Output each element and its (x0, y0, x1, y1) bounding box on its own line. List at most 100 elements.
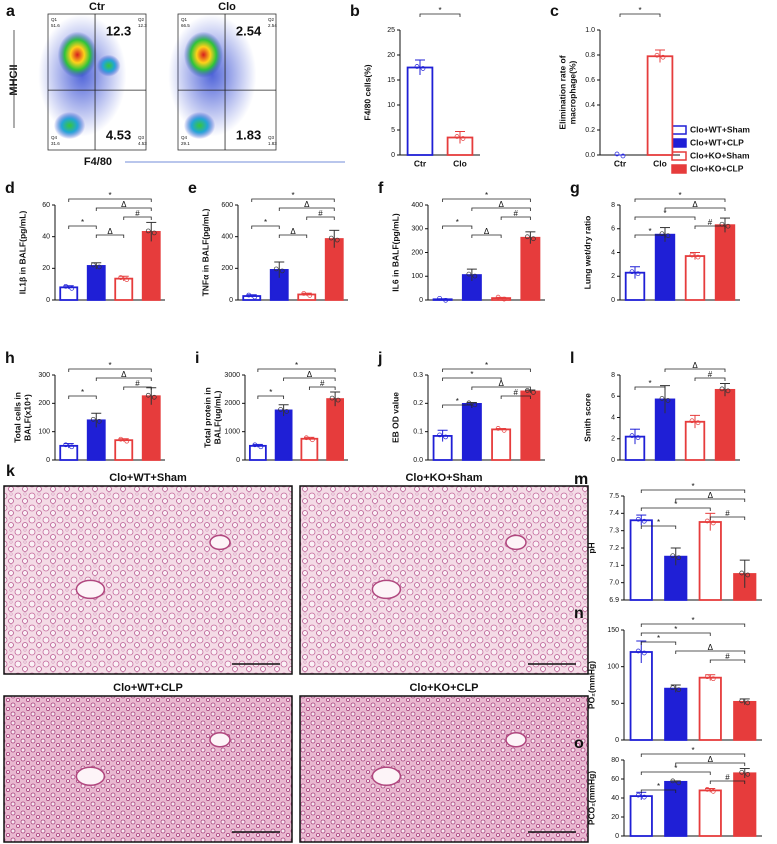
significance-label: Δ (708, 755, 714, 764)
data-point (454, 134, 460, 139)
y-tick-label: 0 (611, 457, 615, 464)
significance-bracket (68, 198, 152, 202)
data-point (739, 698, 745, 704)
error-bar (630, 428, 640, 445)
cell-cloud (97, 54, 121, 77)
panel-letter: l (570, 350, 574, 367)
significance-bracket (634, 234, 666, 238)
y-tick-label: 0 (615, 737, 619, 744)
significance-label: # (320, 379, 325, 388)
significance-label: # (514, 388, 519, 397)
data-point (501, 296, 507, 302)
axis-label: F4/80 (84, 156, 112, 168)
data-point (301, 291, 307, 296)
y-tick-label: 0 (46, 297, 50, 304)
data-point (695, 420, 701, 426)
y-tick-label: 3000 (224, 372, 240, 379)
y-tick-label: 0.0 (585, 152, 595, 159)
vessel (505, 534, 527, 551)
data-point (96, 264, 102, 270)
data-point (278, 407, 283, 412)
data-point (739, 570, 745, 576)
data-point (654, 52, 660, 58)
error-bar (437, 429, 448, 442)
quadrant-value: 1.83 (268, 141, 277, 146)
data-point (660, 54, 666, 60)
quadrant-value: 51.6 (51, 23, 60, 28)
significance-bracket (68, 225, 97, 229)
y-tick-label: 7.1 (609, 562, 619, 569)
y-tick-label: 60 (611, 776, 619, 783)
data-point (466, 271, 472, 277)
data-point (69, 444, 75, 450)
data-point (252, 294, 258, 300)
quadrant-name: Q3 (138, 135, 145, 140)
y-tick-label: 7.0 (609, 580, 619, 587)
bar (520, 236, 541, 301)
y-tick-label: 400 (221, 234, 233, 241)
y-tick-label: 7.5 (609, 493, 619, 500)
legend-swatch (671, 164, 687, 174)
y-tick-label: 5 (391, 127, 395, 134)
data-point (739, 769, 745, 775)
error-bar (739, 559, 750, 588)
plot-title: Ctr (89, 1, 106, 13)
significance-label: * (485, 191, 488, 200)
quadrant-value: 4.53 (138, 141, 147, 146)
significance-label: * (674, 500, 677, 509)
y-tick-label: 200 (221, 265, 233, 272)
bar (326, 398, 345, 461)
data-point (63, 283, 69, 289)
error-bar (720, 217, 730, 233)
quadrant-name: Q4 (51, 135, 58, 140)
panel-letter: c (550, 3, 559, 20)
cell-cloud (53, 111, 86, 140)
y-tick-label: 6.9 (609, 597, 619, 604)
significance-bracket (278, 207, 335, 211)
data-point (284, 409, 289, 414)
error-bar (690, 414, 700, 429)
data-point (695, 254, 701, 260)
y-tick-label: 0 (46, 457, 50, 464)
error-bar (437, 298, 448, 300)
data-point (151, 230, 157, 236)
significance-bracket (419, 13, 461, 17)
legend-label: Clo+WT+CLP (690, 137, 744, 147)
data-point (145, 228, 151, 234)
error-bar (739, 768, 750, 779)
significance-label: * (663, 209, 666, 218)
y-tick-label: 20 (611, 814, 619, 821)
y-tick-label: 100 (411, 273, 423, 280)
significance-label: * (674, 764, 677, 773)
cell-cloud (183, 111, 216, 140)
bar (698, 676, 722, 741)
y-tick-label: 0.1 (413, 429, 423, 436)
data-point (279, 268, 285, 274)
significance-label: * (470, 370, 473, 379)
y-tick-label: 50 (611, 700, 619, 707)
bar (59, 286, 79, 301)
data-point (96, 418, 102, 424)
data-point (676, 780, 682, 786)
image-title: Clo+WT+CLP (113, 682, 183, 694)
data-point (620, 153, 626, 159)
micrograph (299, 695, 589, 843)
y-tick-label: 25 (387, 27, 395, 34)
significance-bracket (257, 395, 285, 399)
significance-bracket (306, 216, 335, 220)
y-tick-label: 6 (611, 226, 615, 233)
y-axis-label: IL1β in BALF(pg/mL) (17, 211, 27, 295)
significance-bracket (95, 234, 125, 238)
y-axis-label: PCO₂(mmHg) (586, 771, 596, 825)
quadrant-name: Q3 (268, 135, 275, 140)
bar (646, 55, 674, 156)
significance-label: * (81, 388, 84, 397)
data-point (719, 386, 725, 392)
error-bar (670, 547, 681, 566)
error-bar (466, 268, 477, 281)
y-tick-label: 0.0 (413, 457, 423, 464)
significance-label: # (708, 218, 713, 227)
significance-bracket (709, 780, 746, 784)
significance-bracket (251, 225, 280, 229)
